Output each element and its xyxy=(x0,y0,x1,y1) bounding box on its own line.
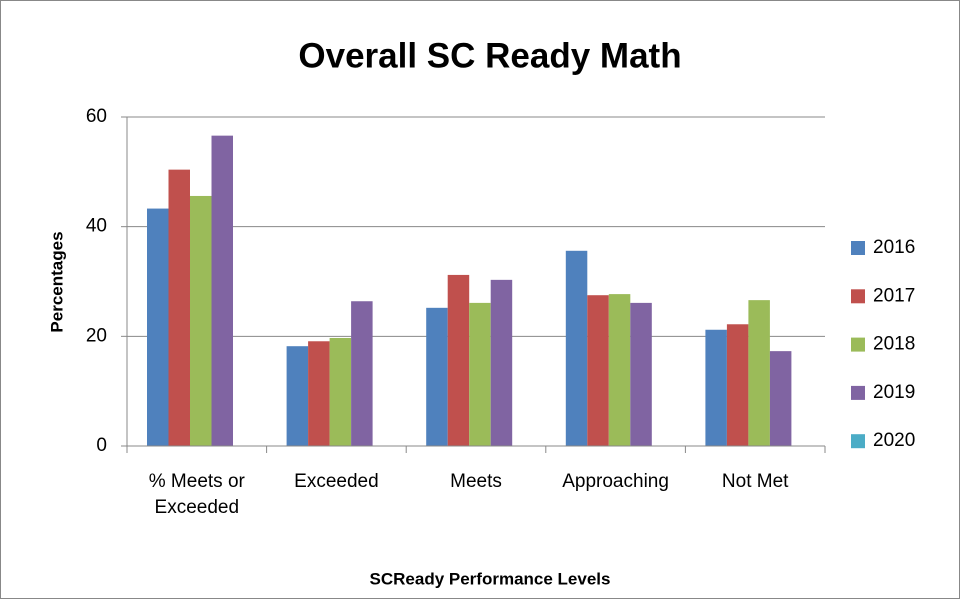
bar xyxy=(351,301,373,446)
x-tick-label: % Meets or Exceeded xyxy=(149,471,246,518)
legend-label: 2017 xyxy=(873,285,915,306)
bar xyxy=(705,329,727,446)
bar xyxy=(426,307,448,446)
bar xyxy=(447,274,470,446)
legend-label: 2020 xyxy=(873,430,915,451)
bar xyxy=(565,250,588,446)
y-axis-title: Percentages xyxy=(47,231,66,332)
bar xyxy=(726,324,749,446)
bar xyxy=(748,300,770,446)
y-tick-label: 0 xyxy=(96,435,107,456)
legend-label: 2016 xyxy=(873,237,915,258)
bar xyxy=(769,351,792,446)
x-tick-label: Meets xyxy=(450,471,502,492)
bar xyxy=(608,294,631,446)
bar xyxy=(168,169,190,446)
x-tick-label: Exceeded xyxy=(294,471,379,492)
bar xyxy=(190,195,212,446)
bar xyxy=(147,208,169,446)
x-tick-label: Not Met xyxy=(722,471,789,492)
bar xyxy=(630,302,652,446)
chart-title: Overall SC Ready Math xyxy=(298,36,681,75)
y-tick-label: 20 xyxy=(86,325,107,346)
legend-label: 2019 xyxy=(873,382,915,403)
bar xyxy=(308,341,330,446)
x-axis-title: SCReady Performance Levels xyxy=(370,569,611,588)
bar xyxy=(490,279,513,446)
bar xyxy=(286,346,309,446)
legend-swatch xyxy=(851,434,865,449)
x-tick-label: Approaching xyxy=(562,471,669,492)
legend-swatch xyxy=(851,289,865,304)
bar xyxy=(469,302,491,446)
y-tick-label: 60 xyxy=(86,106,107,127)
legend-swatch xyxy=(851,385,865,400)
bar xyxy=(587,295,609,446)
legend-label: 2018 xyxy=(873,334,915,355)
legend-swatch xyxy=(851,337,865,352)
legend-swatch xyxy=(851,241,865,255)
y-tick-label: 40 xyxy=(86,216,107,237)
bar xyxy=(329,337,352,446)
bar xyxy=(211,135,233,447)
